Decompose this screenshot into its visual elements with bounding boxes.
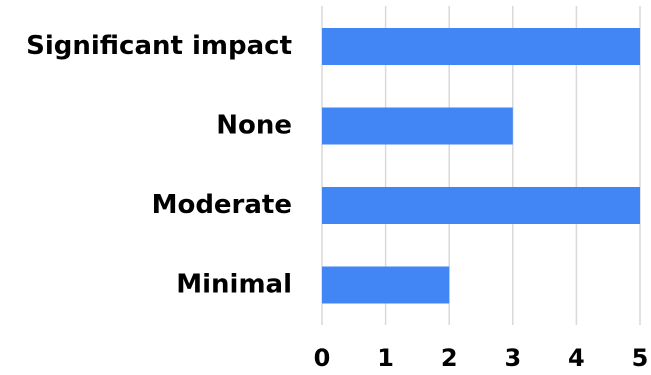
x-tick-label-4: 4	[568, 344, 585, 372]
x-tick-label-0: 0	[314, 344, 331, 372]
category-label-none: None	[216, 111, 292, 141]
category-label-significant-impact: Significant impact	[26, 31, 292, 61]
x-tick-label-3: 3	[504, 344, 521, 372]
bar-significant-impact	[322, 28, 640, 65]
category-label-minimal: Minimal	[176, 270, 292, 300]
x-tick-label-2: 2	[441, 344, 458, 372]
category-label-moderate: Moderate	[152, 190, 292, 220]
x-tick-label-5: 5	[632, 344, 649, 372]
bar-none	[322, 107, 513, 145]
x-axis-tick-labels: 0 1 2 3 4 5	[314, 344, 649, 372]
bar-minimal	[322, 266, 450, 304]
x-tick-label-1: 1	[377, 344, 394, 372]
category-labels: Significant impact None Moderate Minimal	[26, 31, 292, 300]
bar-moderate	[322, 187, 640, 224]
bars	[322, 28, 640, 304]
